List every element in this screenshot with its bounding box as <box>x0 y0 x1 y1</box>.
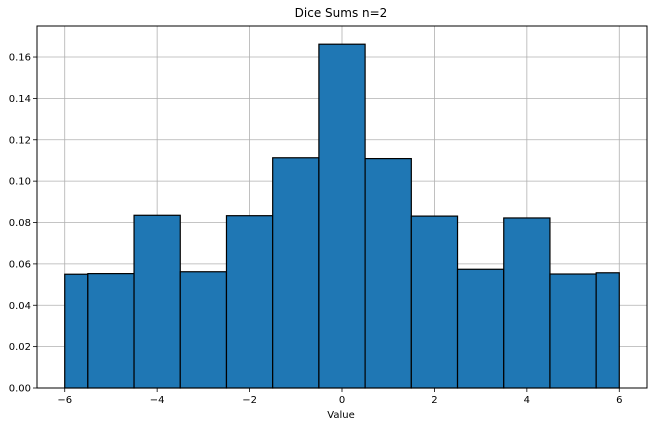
x-axis-label: Value <box>327 410 354 421</box>
histogram-bar <box>549 273 597 389</box>
histogram-bar <box>87 273 135 389</box>
y-tick-label: 0.12 <box>9 135 31 146</box>
y-tick-label: 0.08 <box>9 218 31 229</box>
y-tick-label: 0.16 <box>9 53 31 64</box>
histogram-bar <box>272 157 320 389</box>
histogram-bar <box>133 214 181 389</box>
histogram-bar <box>225 215 274 389</box>
histogram-bar <box>364 157 412 389</box>
y-tick-label: 0.04 <box>9 301 31 312</box>
y-tick-label: 0.00 <box>9 384 31 395</box>
y-tick-label: 0.14 <box>9 94 31 105</box>
chart-title: Dice Sums n=2 <box>295 6 388 20</box>
histogram-bar <box>179 271 228 389</box>
histogram-bar <box>595 272 620 389</box>
x-tick-label: −6 <box>57 395 72 406</box>
x-tick-label: −2 <box>242 395 257 406</box>
histogram-bar <box>503 217 551 389</box>
histogram-bar <box>64 273 89 389</box>
histogram-bar <box>456 268 505 389</box>
x-tick-label: 6 <box>616 395 622 406</box>
y-tick-label: 0.06 <box>9 259 31 270</box>
x-tick-label: −4 <box>150 395 165 406</box>
x-tick-label: 2 <box>431 395 437 406</box>
histogram-bar <box>410 215 459 389</box>
histogram-bar <box>318 43 366 389</box>
y-tick-label: 0.10 <box>9 177 31 188</box>
x-axis-ticks: −6 −4 −2 0 2 4 6 <box>57 388 622 406</box>
x-tick-label: 4 <box>524 395 530 406</box>
bars <box>64 43 620 389</box>
y-tick-label: 0.02 <box>9 342 31 353</box>
y-axis-ticks: 0.00 0.02 0.04 0.06 0.08 0.10 0.12 0.14 0.16 <box>9 53 37 395</box>
x-tick-label: 0 <box>339 395 345 406</box>
